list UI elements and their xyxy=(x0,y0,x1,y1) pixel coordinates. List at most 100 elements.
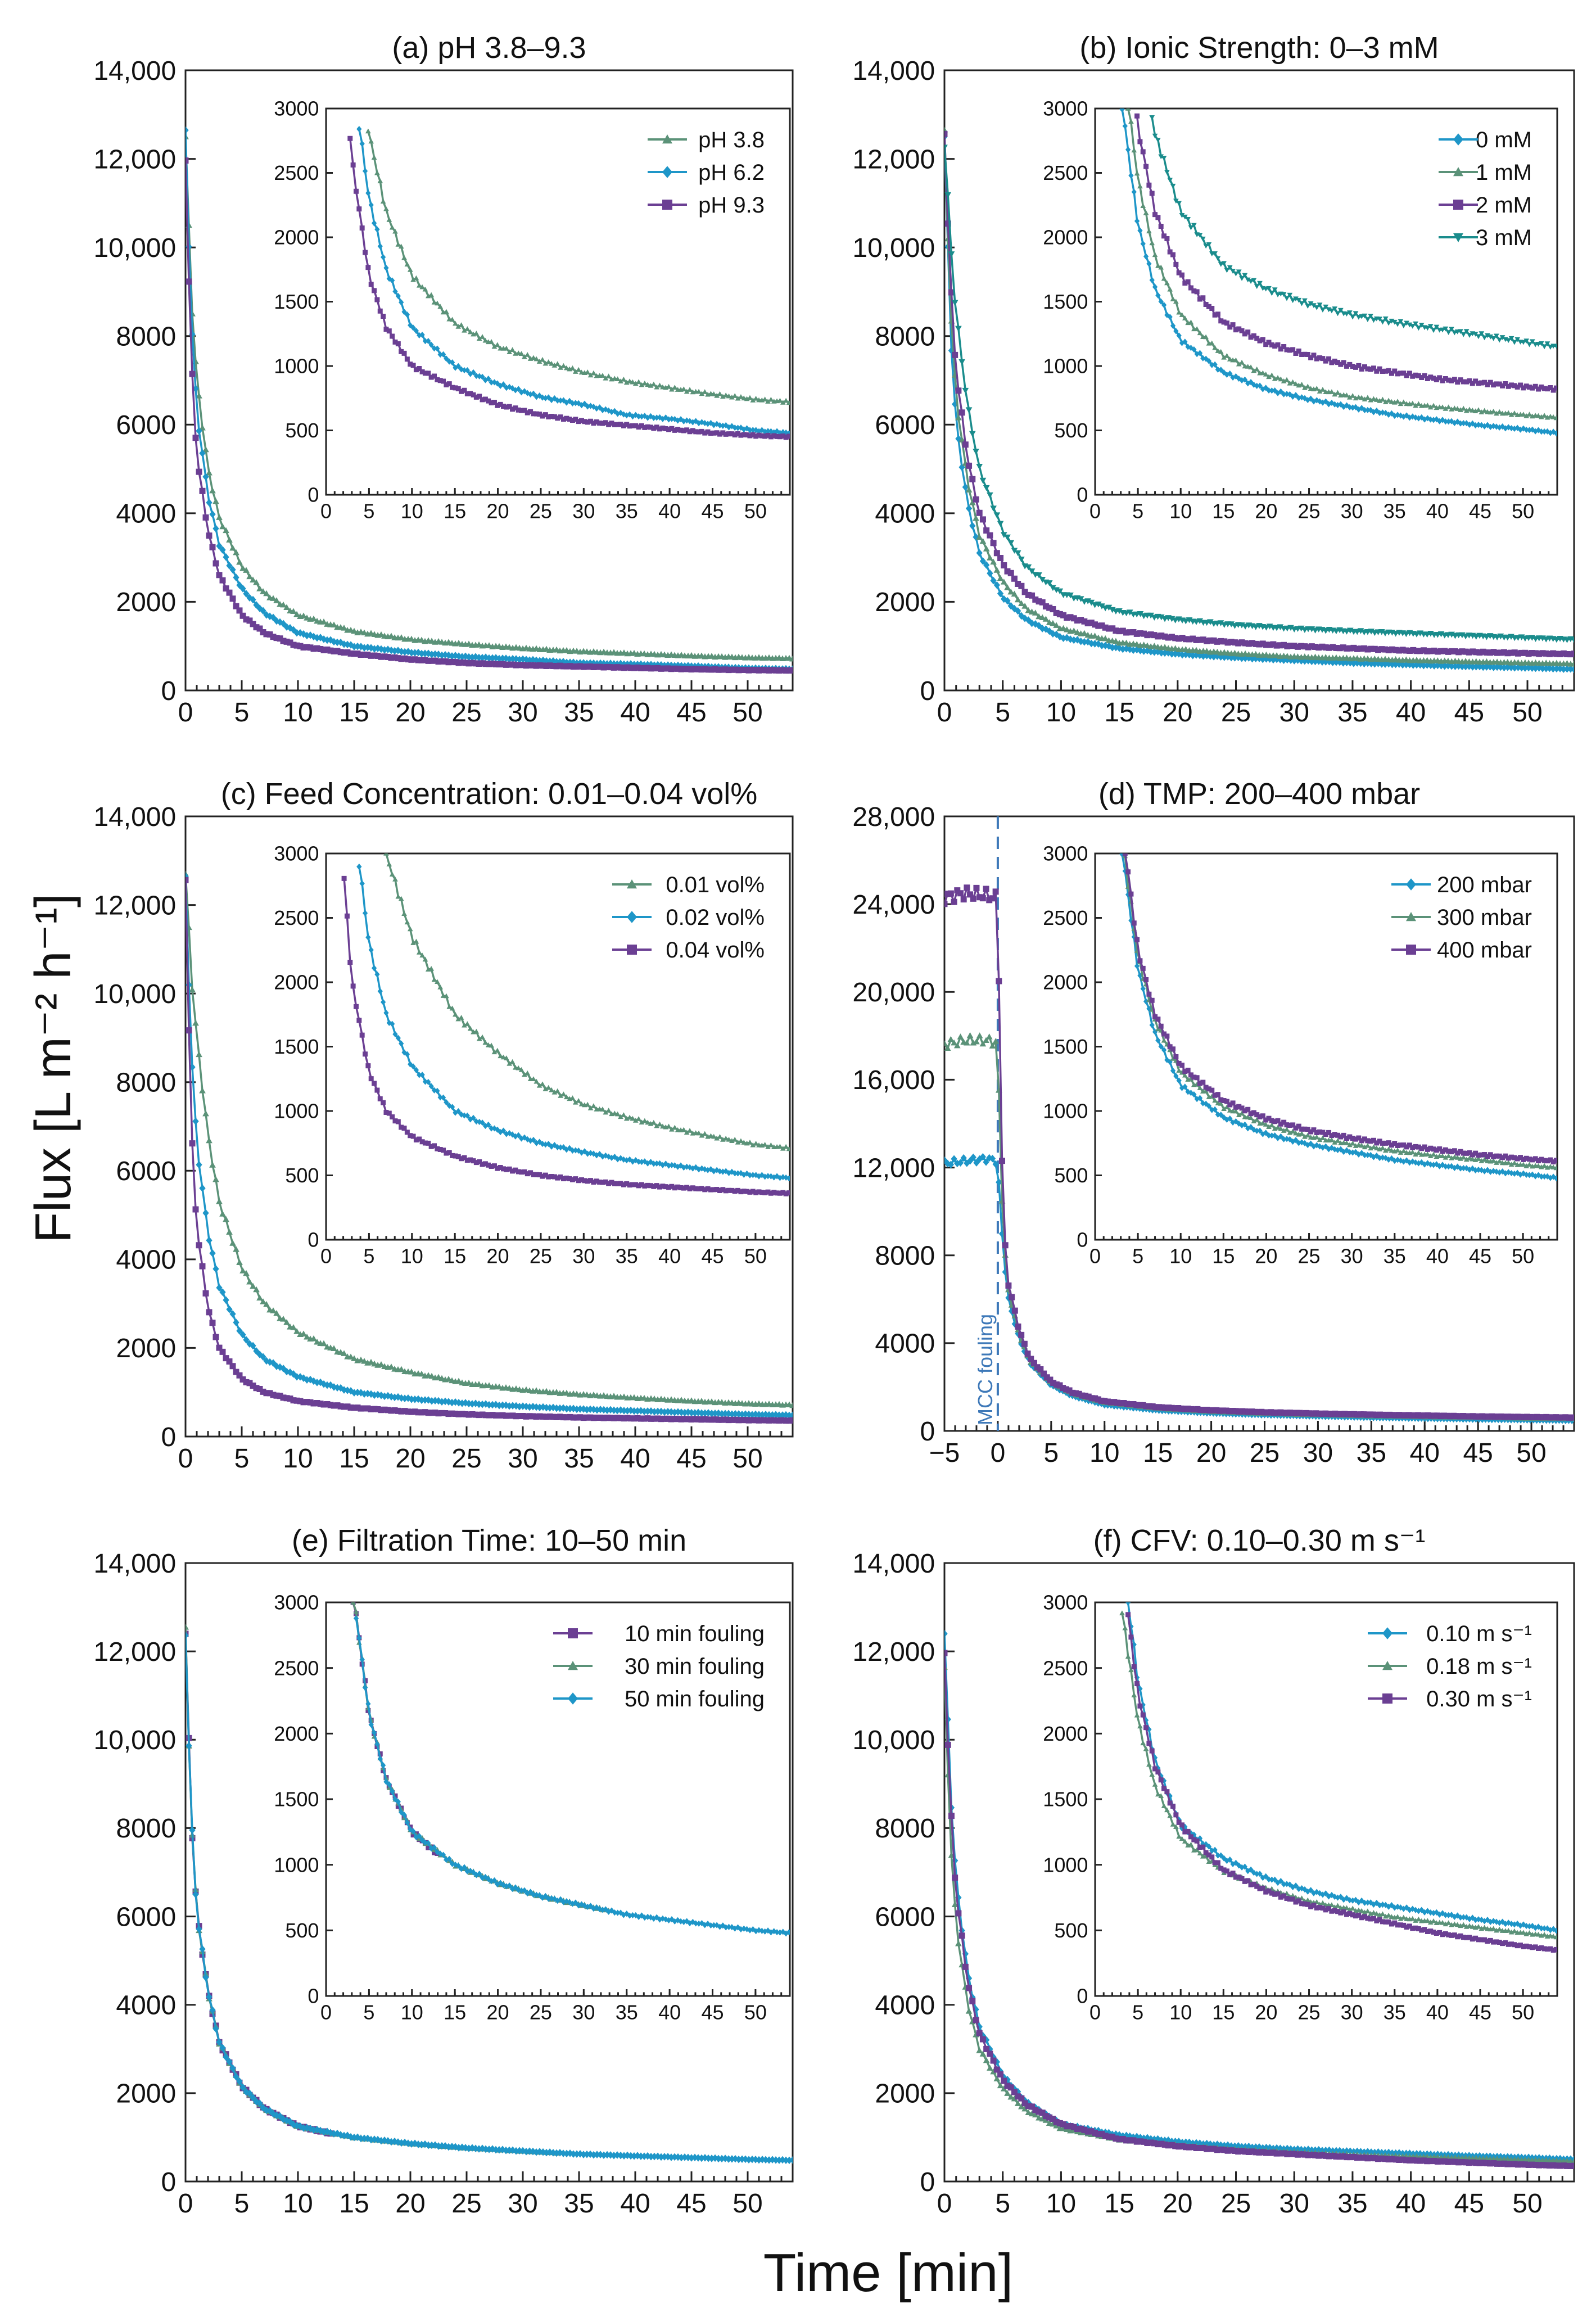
panel-b-data-point xyxy=(1095,640,1102,648)
panel-b-data-point xyxy=(1220,622,1228,628)
panel-c-ytick-label: 14,000 xyxy=(93,802,176,832)
panel-c-data-point xyxy=(361,1358,368,1364)
panel-b-inset-data-point xyxy=(1170,322,1176,329)
panel-b-inset-data-point xyxy=(1239,359,1245,365)
panel-c-data-point xyxy=(209,1162,216,1168)
panel-a-data-point xyxy=(273,617,280,625)
panel-c-data-point xyxy=(347,1386,354,1395)
panel-b-inset-data-point xyxy=(1490,336,1496,341)
panel-d-inset-data-point xyxy=(1155,1037,1161,1044)
panel-d-data-point xyxy=(1005,1282,1012,1289)
panel-b-inset-data-point xyxy=(1314,397,1319,404)
panel-b-xtick-label: 15 xyxy=(1104,698,1134,728)
panel-c-inset-data-point xyxy=(726,1136,732,1142)
panel-a-data-point xyxy=(260,607,266,615)
panel-a-inset-data-point xyxy=(368,201,374,209)
panel-a-data-point xyxy=(229,595,236,602)
panel-d-inset-data-point xyxy=(1314,1134,1320,1140)
panel-b-ytick-label: 12,000 xyxy=(852,144,935,174)
panel-a-inset-ytick-label: 3000 xyxy=(274,97,319,120)
panel-b-inset-data-point xyxy=(1227,265,1233,270)
panel-c-data-point xyxy=(573,1390,580,1397)
panel-c-xtick-label: 35 xyxy=(564,1444,594,1474)
panel-c-data-point xyxy=(543,1388,550,1394)
panel-a-data-point xyxy=(196,468,202,475)
panel-b-inset-data-point xyxy=(1203,243,1209,249)
panel-a-inset-data-point xyxy=(702,419,708,427)
panel-c-inset-data-point xyxy=(365,934,371,941)
panel-b-xtick-label: 20 xyxy=(1163,698,1192,728)
panel-c-data-point xyxy=(789,1402,793,1408)
panel-b-inset-data-point xyxy=(1137,227,1143,234)
panel-c-inset-data-point xyxy=(747,1139,753,1145)
panel-b-data-point xyxy=(1007,588,1015,595)
panel-b-inset-data-point xyxy=(1323,398,1328,405)
panel-a-inset-data-point xyxy=(440,351,446,358)
panel-c-inset-data-point xyxy=(458,1111,464,1118)
panel-c-inset-data-point xyxy=(455,1108,461,1115)
panel-c-data-point xyxy=(256,1294,263,1301)
panel-b-inset-data-point xyxy=(1389,399,1395,404)
panel-b-data-point xyxy=(1203,620,1210,626)
panel-b-data-point xyxy=(1144,642,1151,648)
panel-a-inset-data-point xyxy=(395,292,401,300)
panel-d-inset-data-point xyxy=(1203,1100,1209,1107)
panel-d-inset-data-point xyxy=(1553,1175,1557,1182)
panel-b-data-point xyxy=(990,505,997,512)
panel-a-data-point xyxy=(253,601,260,609)
panel-b-inset-data-point xyxy=(1541,413,1548,418)
panel-c-data-point xyxy=(192,1206,199,1213)
panel-a-inset-data-point xyxy=(660,384,666,390)
panel-a-inset-data-point xyxy=(371,220,377,227)
panel-c-inset-data-point xyxy=(401,911,407,916)
panel-b: (b) Ionic Strength: 0–3 mM 0 5 10 15 20 25 30 35… xyxy=(852,31,1575,728)
panel-a-inset-data-point xyxy=(582,400,587,407)
panel-a-inset-data-point xyxy=(426,337,431,345)
panel-c-inset-data-point xyxy=(363,1051,368,1057)
panel-a-inset-data-point xyxy=(410,363,416,368)
panel-b-inset-data-point xyxy=(1182,338,1188,345)
panel-a-inset-data-point xyxy=(464,367,470,374)
panel-b-data-point xyxy=(1046,627,1053,635)
panel-a-xtick-label: 30 xyxy=(508,698,537,728)
panel-d-ytick-label: 0 xyxy=(920,1417,935,1447)
panel-a-ytick-label: 10,000 xyxy=(93,233,176,263)
panel-c-data-point xyxy=(199,1263,206,1270)
panel-b-inset-data-point xyxy=(1538,341,1544,346)
panel-a-inset-data-point xyxy=(401,255,407,260)
panel-d-data-point xyxy=(1002,1242,1009,1249)
panel-d-inset-xtick-label: 30 xyxy=(1341,1244,1363,1267)
panel-b-inset-data-point xyxy=(1167,286,1173,292)
panel-d-inset-data-point xyxy=(1269,1122,1275,1128)
panel-b-inset-xtick-label: 40 xyxy=(1426,499,1449,522)
panel-c-data-point xyxy=(290,1370,297,1378)
panel-b-inset-data-point xyxy=(1212,361,1218,368)
panel-a-inset-data-point xyxy=(732,393,738,398)
panel-a-data-point xyxy=(216,542,223,550)
panel-b-data-point xyxy=(1283,653,1291,659)
panel-b-data-point xyxy=(979,538,987,544)
panel-a-inset-data-point xyxy=(627,411,632,418)
panel-a-data-point xyxy=(189,371,196,377)
panel-d-ytick-label: 24,000 xyxy=(852,890,935,920)
panel-b-data-point xyxy=(952,351,958,358)
panel-b-inset-data-point xyxy=(1272,387,1278,394)
panel-b-inset-data-point xyxy=(1463,329,1470,334)
panel-b-data-point xyxy=(987,532,993,539)
panel-a-inset-data-point xyxy=(356,125,362,133)
panel-d-inset-data-point xyxy=(1248,1115,1254,1121)
legend-label: 0.02 vol% xyxy=(666,905,765,930)
legend-marker xyxy=(662,200,672,210)
panel-c-inset-data-point xyxy=(419,952,425,958)
panel-b-inset-data-point xyxy=(1248,379,1254,386)
panel-c-data-point xyxy=(206,1309,213,1316)
panel-c-inset-data-point xyxy=(741,1140,747,1145)
panel-c-data-point xyxy=(206,1137,213,1144)
panel-c-inset-data-point xyxy=(540,1140,545,1148)
panel-c-inset-data-point xyxy=(672,1162,677,1169)
legend-marker xyxy=(627,911,637,923)
panel-c-data-point xyxy=(189,986,196,992)
panel-c-inset: 0 5 10 15 20 25 30 35 40 45 5005001000150020002500… xyxy=(274,842,791,1267)
panel-c-inset-data-point xyxy=(657,1160,663,1167)
panel-d-inset-data-point xyxy=(1445,1153,1452,1158)
